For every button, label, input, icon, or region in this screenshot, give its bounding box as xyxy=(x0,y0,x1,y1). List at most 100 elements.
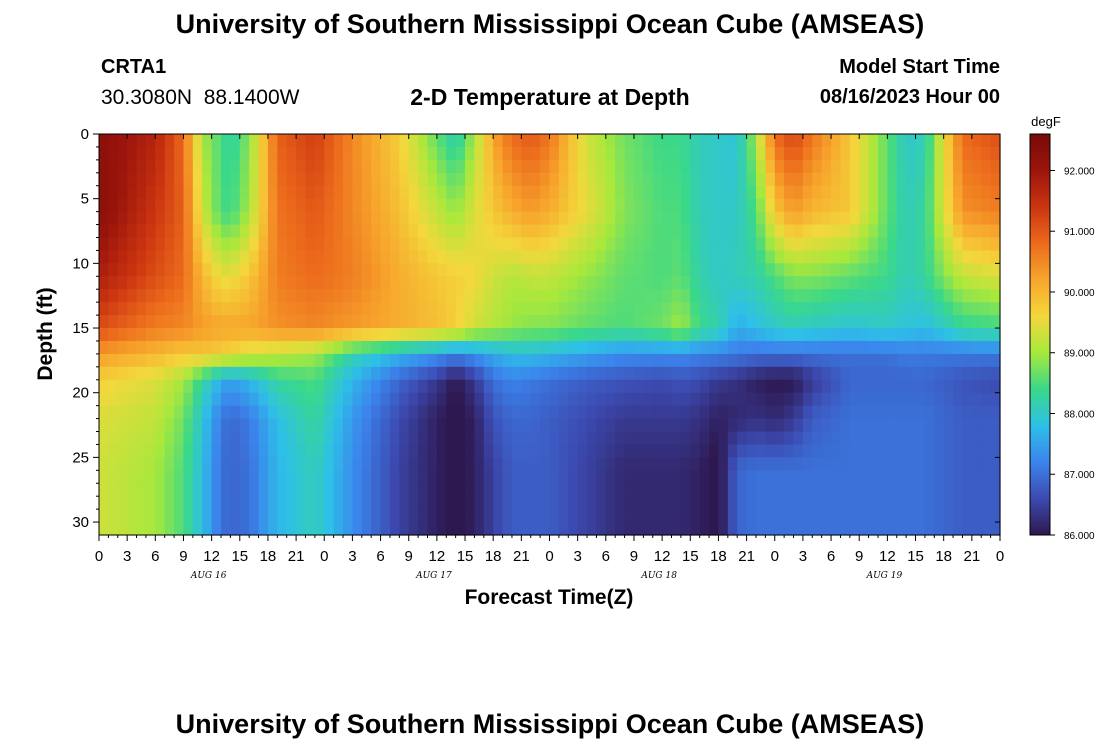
heatmap-cell xyxy=(511,250,522,264)
heatmap-cell xyxy=(831,211,842,226)
heatmap-cell xyxy=(474,263,485,277)
heatmap-cell xyxy=(399,289,410,303)
heatmap-cell xyxy=(389,483,400,497)
heatmap-cell xyxy=(483,224,494,239)
heatmap-cell xyxy=(352,418,363,433)
heatmap-cell xyxy=(493,418,504,433)
heatmap-cell xyxy=(793,159,804,174)
heatmap-cell xyxy=(896,198,907,213)
heatmap-cell xyxy=(380,353,391,368)
heatmap-cell xyxy=(127,496,138,510)
heatmap-cell xyxy=(399,496,410,510)
heatmap-cell xyxy=(624,392,635,407)
heatmap-cell xyxy=(183,250,194,264)
heatmap-cell xyxy=(521,483,532,497)
heatmap-cell xyxy=(418,250,429,264)
heatmap-cell xyxy=(831,250,842,264)
heatmap-cell xyxy=(465,470,476,484)
heatmap-cell xyxy=(793,340,804,355)
heatmap-cell xyxy=(605,198,616,213)
heatmap-cell xyxy=(493,366,504,381)
heatmap-cell xyxy=(624,134,635,148)
heatmap-cell xyxy=(755,392,766,407)
heatmap-cell xyxy=(352,522,363,536)
heatmap-cell xyxy=(587,237,598,252)
heatmap-cell xyxy=(924,289,935,303)
heatmap-cell xyxy=(699,237,710,252)
heatmap-cell xyxy=(399,328,410,342)
heatmap-cell xyxy=(127,405,138,420)
heatmap-cell xyxy=(924,444,935,458)
heatmap-cell xyxy=(971,263,982,277)
heatmap-cell xyxy=(361,328,372,342)
heatmap-cell xyxy=(849,444,860,458)
heatmap-cell xyxy=(530,224,541,239)
heatmap-cell xyxy=(587,315,598,329)
heatmap-cell xyxy=(511,457,522,471)
heatmap-cell xyxy=(633,470,644,484)
heatmap-cell xyxy=(117,457,128,471)
heatmap-cell xyxy=(192,159,203,174)
heatmap-cell xyxy=(211,211,222,226)
heatmap-cell xyxy=(343,509,354,523)
heatmap-cell xyxy=(164,250,175,264)
heatmap-cell xyxy=(483,172,494,187)
heatmap-cell xyxy=(314,237,325,252)
heatmap-cell xyxy=(709,134,720,148)
heatmap-cell xyxy=(483,509,494,523)
heatmap-cell xyxy=(784,379,795,394)
heatmap-cell xyxy=(587,134,598,148)
heatmap-cell xyxy=(709,263,720,277)
heatmap-cell xyxy=(436,237,447,252)
heatmap-cell xyxy=(615,509,626,523)
heatmap-cell xyxy=(765,483,776,497)
heatmap-cell xyxy=(643,366,654,381)
y-tick-label: 10 xyxy=(72,255,89,272)
heatmap-cell xyxy=(258,315,269,329)
heatmap-cell xyxy=(906,431,917,446)
heatmap-cell xyxy=(737,444,748,458)
heatmap-cell xyxy=(314,159,325,174)
heatmap-cell xyxy=(962,289,973,303)
heatmap-cell xyxy=(277,315,288,329)
heatmap-cell xyxy=(568,146,579,161)
heatmap-cell xyxy=(831,470,842,484)
heatmap-cell xyxy=(465,224,476,239)
heatmap-cell xyxy=(633,185,644,200)
heatmap-cell xyxy=(389,302,400,316)
heatmap-cell xyxy=(239,405,250,420)
heatmap-cell xyxy=(99,146,109,161)
heatmap-cell xyxy=(371,276,382,290)
heatmap-cell xyxy=(493,172,504,187)
x-tick-label: 18 xyxy=(935,548,952,565)
heatmap-cell xyxy=(596,224,607,239)
heatmap-cell xyxy=(605,276,616,290)
heatmap-cell xyxy=(183,289,194,303)
heatmap-cell xyxy=(305,496,316,510)
heatmap-cell xyxy=(530,483,541,497)
heatmap-cell xyxy=(502,509,513,523)
heatmap-cell xyxy=(887,250,898,264)
heatmap-cell xyxy=(765,392,776,407)
heatmap-cell xyxy=(558,328,569,342)
heatmap-cell xyxy=(192,496,203,510)
heatmap-cell xyxy=(934,431,945,446)
heatmap-cell xyxy=(352,302,363,316)
heatmap-cell xyxy=(117,379,128,394)
heatmap-cell xyxy=(652,315,663,329)
heatmap-cell xyxy=(549,392,560,407)
heatmap-cell xyxy=(352,159,363,174)
heatmap-cell xyxy=(108,457,119,471)
heatmap-cell xyxy=(849,522,860,536)
heatmap-cell xyxy=(399,444,410,458)
heatmap-cell xyxy=(755,457,766,471)
heatmap-cell xyxy=(521,405,532,420)
colorbar-bar xyxy=(1029,133,1051,536)
heatmap-cell xyxy=(821,457,832,471)
heatmap-cell xyxy=(427,379,438,394)
heatmap-cell xyxy=(718,328,729,342)
heatmap-cell xyxy=(267,289,278,303)
heatmap-cell xyxy=(915,185,926,200)
heatmap-cell xyxy=(408,509,419,523)
heatmap-cell xyxy=(915,276,926,290)
